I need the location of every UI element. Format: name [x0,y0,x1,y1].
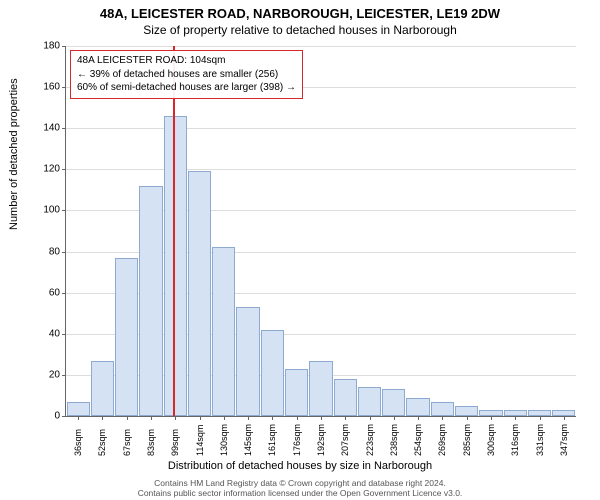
gridline [66,128,576,129]
annotation-line-1: 48A LEICESTER ROAD: 104sqm [77,54,296,68]
x-tick [345,416,346,420]
x-tick [175,416,176,420]
footer-line-1: Contains HM Land Registry data © Crown c… [0,478,600,488]
bar [309,361,332,417]
bar [164,116,187,416]
x-tick-label: 269sqm [437,424,447,456]
bar [552,410,575,416]
footer-attribution: Contains HM Land Registry data © Crown c… [0,478,600,498]
bar [285,369,308,416]
x-tick [78,416,79,420]
x-tick-label: 145sqm [243,424,253,456]
bar [236,307,259,416]
bar [67,402,90,416]
annotation-line-2: ← 39% of detached houses are smaller (25… [77,68,296,82]
x-tick [248,416,249,420]
bar [406,398,429,417]
bar [504,410,527,416]
bar [382,389,405,416]
x-tick-label: 316sqm [510,424,520,456]
title-main: 48A, LEICESTER ROAD, NARBOROUGH, LEICEST… [0,0,600,21]
x-tick [418,416,419,420]
x-tick-label: 192sqm [316,424,326,456]
annotation-box: 48A LEICESTER ROAD: 104sqm ← 39% of deta… [70,50,303,99]
y-axis-title: Number of detached properties [8,78,20,230]
title-sub: Size of property relative to detached ho… [0,21,600,37]
x-tick [467,416,468,420]
bar [431,402,454,416]
reference-line [173,46,175,416]
x-tick [200,416,201,420]
x-tick-label: 130sqm [219,424,229,456]
x-tick [442,416,443,420]
x-tick [127,416,128,420]
x-tick-label: 52sqm [97,429,107,456]
bar [358,387,381,416]
x-tick-label: 36sqm [73,429,83,456]
y-tick [62,416,66,417]
x-tick [151,416,152,420]
bar [261,330,284,416]
gridline [66,46,576,47]
bar [139,186,162,416]
bar [528,410,551,416]
x-tick-label: 331sqm [535,424,545,456]
x-tick-label: 161sqm [267,424,277,456]
bar [188,171,211,416]
x-tick-label: 67sqm [122,429,132,456]
bar [334,379,357,416]
x-tick-label: 223sqm [365,424,375,456]
x-tick [102,416,103,420]
x-axis-title: Distribution of detached houses by size … [0,460,600,472]
x-tick-label: 254sqm [413,424,423,456]
bar [455,406,478,416]
x-tick-label: 176sqm [292,424,302,456]
x-tick-label: 83sqm [146,429,156,456]
x-tick-label: 114sqm [195,425,205,456]
footer-line-2: Contains public sector information licen… [0,488,600,498]
bar [115,258,138,416]
x-tick-label: 99sqm [170,429,180,456]
x-tick [224,416,225,420]
x-tick-label: 347sqm [559,424,569,456]
annotation-line-3: 60% of semi-detached houses are larger (… [77,81,296,95]
x-tick [540,416,541,420]
x-tick [491,416,492,420]
x-tick-label: 285sqm [462,424,472,456]
x-tick [321,416,322,420]
x-tick [564,416,565,420]
bar [212,247,235,416]
gridline [66,169,576,170]
chart-container: 48A, LEICESTER ROAD, NARBOROUGH, LEICEST… [0,0,600,500]
x-tick [515,416,516,420]
x-tick-label: 300sqm [486,424,496,456]
x-tick [272,416,273,420]
bar [91,361,114,417]
bars-group [66,46,576,416]
x-tick-label: 238sqm [389,424,399,456]
bar [479,410,502,416]
x-tick [394,416,395,420]
x-tick [370,416,371,420]
x-tick-label: 207sqm [340,424,350,456]
x-tick [297,416,298,420]
chart-plot-area: 020406080100120140160180 36sqm52sqm67sqm… [65,46,576,417]
